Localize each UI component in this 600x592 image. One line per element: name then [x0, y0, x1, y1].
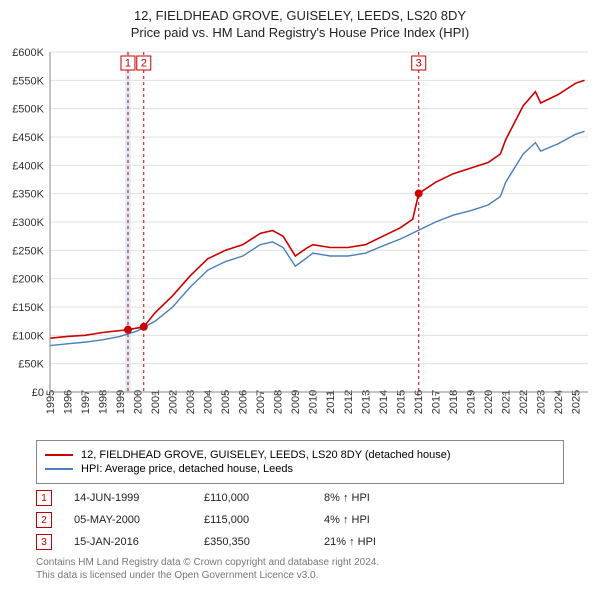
- transaction-row: 1 14-JUN-1999 £110,000 8% ↑ HPI: [36, 490, 564, 506]
- svg-text:2021: 2021: [500, 390, 512, 414]
- transaction-price: £115,000: [204, 514, 324, 526]
- svg-text:1997: 1997: [80, 390, 92, 414]
- chart-svg: £0 £50K £100K £150K £200K £250K £300K £350K £400…: [0, 44, 600, 434]
- svg-text:2015: 2015: [395, 390, 407, 414]
- svg-text:2025: 2025: [571, 390, 583, 414]
- title-subtitle: Price paid vs. HM Land Registry's House …: [0, 25, 600, 40]
- svg-text:2006: 2006: [238, 390, 250, 414]
- svg-text:£200K: £200K: [12, 274, 44, 286]
- page: 12, FIELDHEAD GROVE, GUISELEY, LEEDS, LS…: [0, 0, 600, 582]
- svg-text:1996: 1996: [62, 390, 74, 414]
- chart: £0 £50K £100K £150K £200K £250K £300K £350K £400…: [0, 44, 600, 434]
- svg-text:1995: 1995: [45, 390, 57, 414]
- title-block: 12, FIELDHEAD GROVE, GUISELEY, LEEDS, LS…: [0, 0, 600, 44]
- transaction-marker: 3: [36, 534, 52, 550]
- svg-text:£100K: £100K: [12, 330, 44, 342]
- svg-text:2002: 2002: [168, 390, 180, 414]
- svg-text:£350K: £350K: [12, 189, 44, 201]
- transaction-price: £110,000: [204, 492, 324, 504]
- svg-text:2010: 2010: [308, 390, 320, 414]
- transaction-date: 05-MAY-2000: [74, 514, 204, 526]
- svg-text:2022: 2022: [518, 390, 530, 414]
- svg-text:£0: £0: [32, 387, 44, 399]
- legend-swatch: [45, 454, 73, 456]
- transaction-row: 2 05-MAY-2000 £115,000 4% ↑ HPI: [36, 512, 564, 528]
- transaction-marker: 1: [36, 490, 52, 506]
- svg-text:2017: 2017: [430, 390, 442, 414]
- svg-text:2003: 2003: [185, 390, 197, 414]
- svg-text:2013: 2013: [360, 390, 372, 414]
- svg-text:2: 2: [141, 58, 147, 70]
- svg-text:2016: 2016: [413, 390, 425, 414]
- transaction-delta: 21% ↑ HPI: [324, 536, 444, 548]
- transaction-delta: 4% ↑ HPI: [324, 514, 444, 526]
- legend-swatch: [45, 468, 73, 470]
- svg-text:2009: 2009: [290, 390, 302, 414]
- svg-text:2007: 2007: [255, 390, 267, 414]
- title-address: 12, FIELDHEAD GROVE, GUISELEY, LEEDS, LS…: [0, 8, 600, 23]
- svg-text:3: 3: [416, 58, 422, 70]
- svg-text:£450K: £450K: [12, 132, 44, 144]
- svg-text:2023: 2023: [536, 390, 548, 414]
- svg-text:£550K: £550K: [12, 75, 44, 87]
- svg-text:1999: 1999: [115, 390, 127, 414]
- svg-text:2018: 2018: [448, 390, 460, 414]
- footer-line: Contains HM Land Registry data © Crown c…: [36, 556, 564, 569]
- footer: Contains HM Land Registry data © Crown c…: [36, 556, 564, 582]
- svg-text:2005: 2005: [220, 390, 232, 414]
- svg-text:2008: 2008: [273, 390, 285, 414]
- transaction-price: £350,350: [204, 536, 324, 548]
- legend-label: 12, FIELDHEAD GROVE, GUISELEY, LEEDS, LS…: [81, 449, 451, 461]
- svg-text:2020: 2020: [483, 390, 495, 414]
- svg-text:2024: 2024: [553, 390, 565, 414]
- svg-text:2011: 2011: [325, 390, 337, 414]
- legend-label: HPI: Average price, detached house, Leed…: [81, 463, 293, 475]
- legend-item: 12, FIELDHEAD GROVE, GUISELEY, LEEDS, LS…: [45, 449, 555, 461]
- footer-line: This data is licensed under the Open Gov…: [36, 569, 564, 582]
- transaction-date: 14-JUN-1999: [74, 492, 204, 504]
- svg-text:£50K: £50K: [18, 359, 44, 371]
- svg-text:£300K: £300K: [12, 217, 44, 229]
- transaction-delta: 8% ↑ HPI: [324, 492, 444, 504]
- svg-text:2014: 2014: [378, 390, 390, 414]
- svg-text:2000: 2000: [132, 390, 144, 414]
- transaction-list: 1 14-JUN-1999 £110,000 8% ↑ HPI 2 05-MAY…: [36, 490, 564, 550]
- svg-text:2004: 2004: [203, 390, 215, 414]
- svg-text:2019: 2019: [465, 390, 477, 414]
- legend: 12, FIELDHEAD GROVE, GUISELEY, LEEDS, LS…: [36, 440, 564, 484]
- svg-text:£150K: £150K: [12, 302, 44, 314]
- svg-text:£250K: £250K: [12, 245, 44, 257]
- transaction-row: 3 15-JAN-2016 £350,350 21% ↑ HPI: [36, 534, 564, 550]
- svg-text:2001: 2001: [150, 390, 162, 414]
- svg-text:£600K: £600K: [12, 47, 44, 59]
- transaction-date: 15-JAN-2016: [74, 536, 204, 548]
- legend-item: HPI: Average price, detached house, Leed…: [45, 463, 555, 475]
- transaction-marker: 2: [36, 512, 52, 528]
- svg-text:1: 1: [125, 58, 131, 70]
- svg-text:£400K: £400K: [12, 160, 44, 172]
- svg-text:£500K: £500K: [12, 104, 44, 116]
- svg-text:2012: 2012: [343, 390, 355, 414]
- svg-text:1998: 1998: [97, 390, 109, 414]
